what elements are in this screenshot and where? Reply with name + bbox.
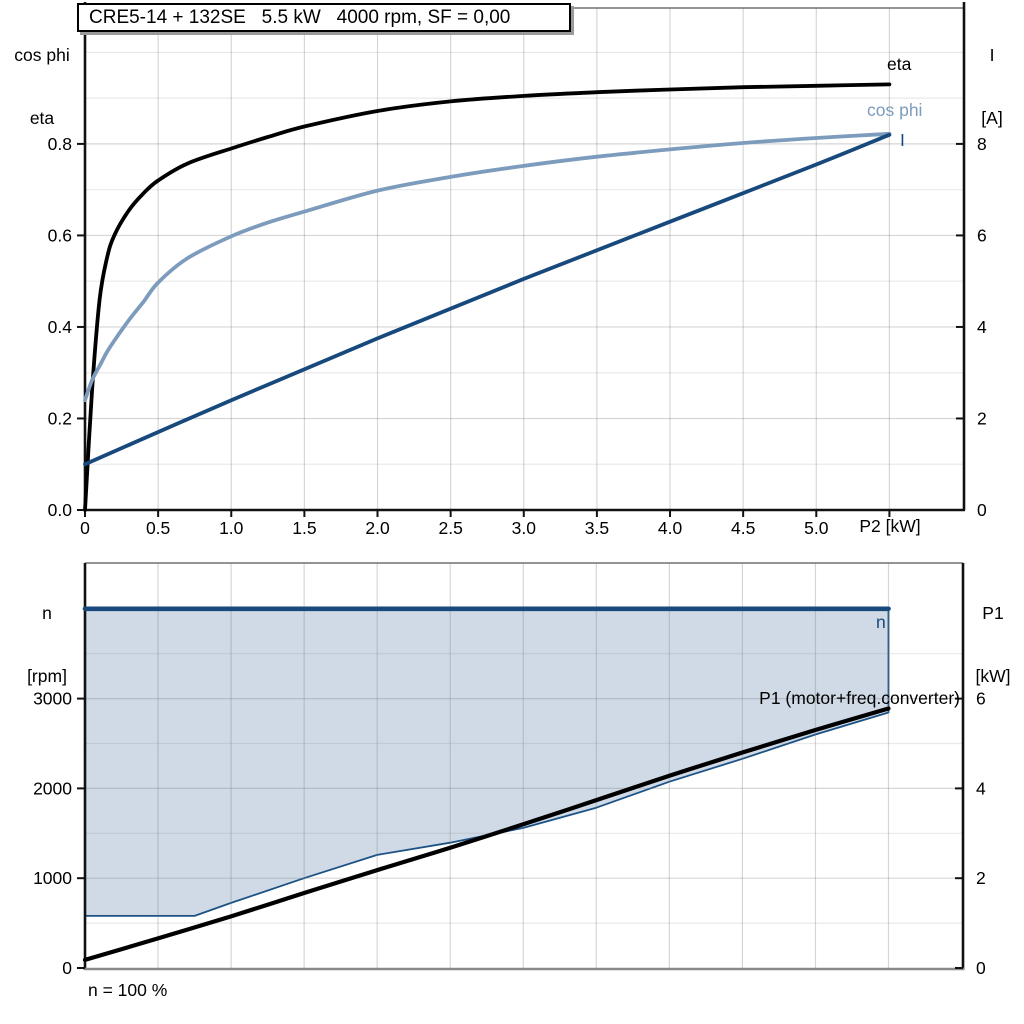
right-tick-label: 8: [977, 134, 987, 154]
speed-curve-label: n: [876, 612, 886, 632]
p1-curve-label: P1 (motor+freq.converter): [759, 688, 960, 708]
right-tick-label: 2: [976, 868, 986, 888]
right-tick-label: 6: [976, 689, 986, 709]
eta-curve-label: eta: [887, 54, 912, 74]
x-tick-label: 2.0: [365, 518, 390, 538]
left-tick-label: 0.6: [48, 225, 72, 245]
left-tick-label: 0: [62, 958, 72, 978]
x-tick-label: 0: [80, 518, 90, 538]
series-i-line: [83, 132, 892, 467]
bottom-left-axis-title-line1: n: [42, 603, 52, 623]
right-tick-label: 2: [977, 408, 987, 428]
series-cos-phi-line: [83, 131, 892, 403]
right-tick-label: 0: [976, 958, 986, 978]
x-tick-label: 4.5: [731, 518, 755, 538]
x-tick-label: 3.5: [585, 518, 609, 538]
left-tick-label: 1000: [33, 868, 72, 888]
speed-footnote: n = 100 %: [88, 980, 168, 1000]
left-tick-label: 0.4: [48, 317, 73, 337]
right-tick-label: 4: [977, 317, 987, 337]
right-tick-label: 4: [976, 778, 986, 798]
x-axis-title: P2 [kW]: [859, 516, 921, 536]
area-duty-range: [84, 607, 890, 917]
x-tick-label: 1.5: [292, 518, 316, 538]
top-right-axis-title-line1: I: [989, 45, 995, 65]
bottom-right-axis-title: P1 [kW]: [964, 561, 1022, 729]
series-p1-motor-freq-converter-line: [82, 706, 891, 962]
top-left-axis-title-line1: cos phi: [14, 45, 70, 65]
cos-phi-curve-label: cos phi: [867, 100, 923, 120]
current-curve-label: I: [900, 130, 905, 150]
right-tick-label: 0: [977, 500, 987, 520]
bottom-left-axis-title-line2: [rpm]: [27, 666, 67, 686]
left-tick-label: 0.0: [48, 500, 73, 520]
bottom-left-axis-title: n [rpm]: [14, 561, 80, 729]
x-tick-label: 2.5: [438, 518, 462, 538]
title-box: CRE5-14 + 132SE 5.5 kW 4000 rpm, SF = 0,…: [77, 3, 571, 32]
left-tick-label: 2000: [33, 778, 72, 798]
bottom-right-axis-title-line2: [kW]: [975, 666, 1011, 686]
left-tick-label: 3000: [33, 689, 72, 709]
bottom-right-axis-title-line1: P1: [982, 603, 1004, 623]
top-right-axis-title: I [A]: [966, 3, 1018, 171]
x-tick-label: 0.5: [146, 518, 170, 538]
x-tick-label: 1.0: [219, 518, 244, 538]
x-tick-label: 5.0: [804, 518, 829, 538]
series-eta-line: [83, 82, 892, 512]
right-tick-label: 6: [977, 225, 987, 245]
x-tick-label: 3.0: [512, 518, 537, 538]
x-tick-label: 4.0: [658, 518, 683, 538]
left-tick-label: 0.8: [48, 134, 72, 154]
top-left-axis-title-line2: eta: [29, 108, 55, 128]
left-tick-label: 0.2: [48, 408, 72, 428]
top-left-axis-title: cos phi eta: [4, 3, 80, 171]
top-right-axis-title-line2: [A]: [981, 108, 1003, 128]
